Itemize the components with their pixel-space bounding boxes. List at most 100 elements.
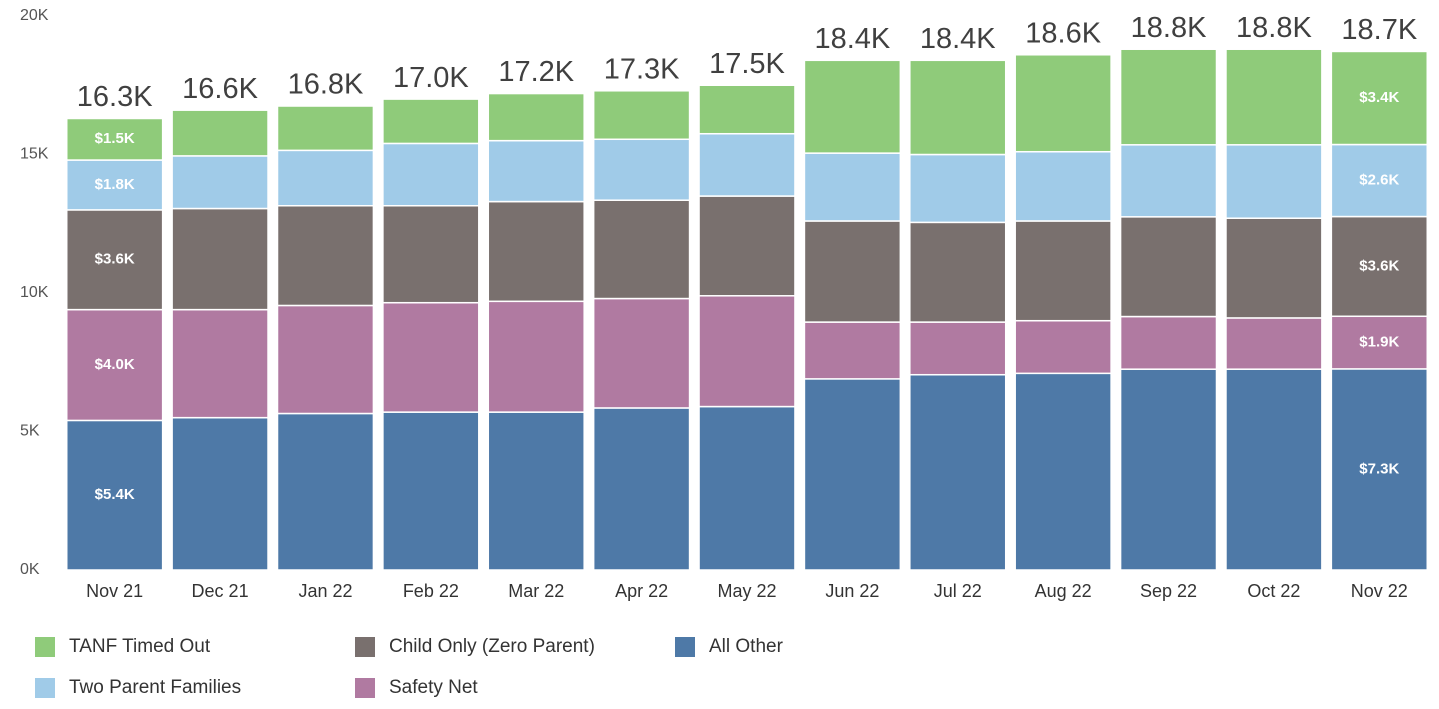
bar-segment bbox=[1330, 143, 1429, 218]
data-label: $5.4K bbox=[95, 486, 135, 503]
legend-label: Child Only (Zero Parent) bbox=[389, 636, 595, 657]
x-tick-label: May 22 bbox=[717, 581, 776, 601]
bar-segment bbox=[276, 149, 375, 207]
bar-segment bbox=[592, 138, 691, 201]
legend-swatch bbox=[355, 637, 375, 657]
bar-segment bbox=[171, 207, 269, 311]
bar-segment bbox=[487, 200, 585, 303]
bar-segment bbox=[1225, 144, 1323, 219]
legend-swatch bbox=[675, 637, 695, 657]
bar-segment bbox=[592, 199, 691, 300]
bar-segment bbox=[171, 308, 269, 419]
y-tick-label: 10K bbox=[20, 284, 49, 301]
legend-label: TANF Timed Out bbox=[69, 636, 211, 657]
bar-segment bbox=[803, 378, 902, 571]
bar-segment bbox=[65, 308, 164, 422]
bar-segment bbox=[1330, 368, 1429, 571]
total-label: 18.8K bbox=[1131, 12, 1207, 44]
bar-segment bbox=[803, 59, 902, 154]
x-tick-label: Sep 22 bbox=[1140, 581, 1197, 601]
bar-segment bbox=[909, 321, 1007, 376]
bar-segment bbox=[65, 159, 164, 211]
bar-segment bbox=[487, 92, 585, 142]
bar-segment bbox=[698, 295, 796, 408]
bar-segment bbox=[1014, 220, 1112, 322]
bar-segment bbox=[276, 304, 375, 415]
bar-segment bbox=[1225, 317, 1323, 370]
bar-segment bbox=[171, 416, 269, 571]
y-tick-label: 5K bbox=[20, 423, 40, 440]
bar-segment bbox=[382, 301, 480, 413]
total-label: 17.2K bbox=[498, 56, 574, 88]
legend-label: Safety Net bbox=[389, 677, 478, 698]
bar-segment bbox=[276, 412, 375, 571]
bar-segment bbox=[276, 204, 375, 307]
total-label: 17.3K bbox=[604, 53, 680, 85]
bar-segment bbox=[171, 109, 269, 157]
x-tick-label: Feb 22 bbox=[403, 581, 459, 601]
bar-segment bbox=[1330, 50, 1429, 146]
bar-segment bbox=[382, 411, 480, 571]
legend-label: All Other bbox=[709, 636, 784, 657]
bar-segment bbox=[1119, 48, 1218, 146]
bar-segment bbox=[1014, 150, 1112, 222]
bar-segment bbox=[1014, 319, 1112, 375]
bar-segment bbox=[1330, 215, 1429, 318]
legend-swatch bbox=[35, 637, 55, 657]
bar-segment bbox=[698, 405, 796, 571]
legend-swatch bbox=[35, 678, 55, 698]
bar-segment bbox=[382, 98, 480, 145]
bar-segment bbox=[382, 204, 480, 304]
y-tick-label: 0K bbox=[20, 561, 40, 578]
bar-segment bbox=[803, 321, 902, 380]
x-tick-label: Nov 22 bbox=[1351, 581, 1408, 601]
data-label: $1.8K bbox=[95, 176, 135, 193]
data-label: $3.6K bbox=[95, 251, 135, 268]
x-tick-label: Oct 22 bbox=[1247, 581, 1300, 601]
data-label: $4.0K bbox=[95, 356, 135, 373]
bar-segment bbox=[1225, 48, 1323, 146]
bar-segment bbox=[171, 155, 269, 210]
x-tick-label: Nov 21 bbox=[86, 581, 143, 601]
bar-segment bbox=[65, 117, 164, 161]
bar-segment bbox=[487, 139, 585, 203]
total-label: 18.4K bbox=[814, 23, 890, 55]
bar-segment bbox=[1119, 144, 1218, 218]
bar-segment bbox=[909, 221, 1007, 323]
bar-segment bbox=[909, 153, 1007, 224]
legend-swatch bbox=[355, 678, 375, 698]
x-tick-label: Aug 22 bbox=[1035, 581, 1092, 601]
total-label: 16.3K bbox=[77, 81, 153, 113]
bar-segment bbox=[65, 419, 164, 571]
bar-segment bbox=[803, 152, 902, 222]
x-tick-label: Dec 21 bbox=[192, 581, 249, 601]
x-tick-label: Jun 22 bbox=[825, 581, 879, 601]
bar-segment bbox=[487, 300, 585, 413]
x-tick-label: Mar 22 bbox=[508, 581, 564, 601]
bar-segment bbox=[698, 84, 796, 135]
bar-segment bbox=[909, 373, 1007, 571]
data-label: $1.9K bbox=[1359, 334, 1399, 351]
bar-segment bbox=[698, 195, 796, 297]
data-label: $7.3K bbox=[1359, 460, 1399, 477]
bar-segment bbox=[592, 90, 691, 141]
y-tick-label: 15K bbox=[20, 146, 49, 163]
bar-segment bbox=[382, 142, 480, 207]
bar-segment bbox=[1014, 54, 1112, 153]
bar-segment bbox=[698, 132, 796, 197]
bar-segment bbox=[1119, 216, 1218, 318]
total-label: 17.5K bbox=[709, 48, 785, 80]
bar-segment bbox=[1225, 368, 1323, 571]
total-label: 16.6K bbox=[182, 73, 258, 105]
total-label: 18.4K bbox=[920, 23, 996, 55]
total-label: 18.7K bbox=[1341, 14, 1417, 46]
bar-segment bbox=[909, 59, 1007, 156]
bar-segment bbox=[276, 105, 375, 152]
x-tick-label: Jul 22 bbox=[934, 581, 982, 601]
legend-label: Two Parent Families bbox=[69, 677, 241, 698]
bar-segment bbox=[803, 220, 902, 323]
bar-segment bbox=[592, 297, 691, 409]
x-tick-label: Apr 22 bbox=[615, 581, 668, 601]
total-label: 18.8K bbox=[1236, 12, 1312, 44]
